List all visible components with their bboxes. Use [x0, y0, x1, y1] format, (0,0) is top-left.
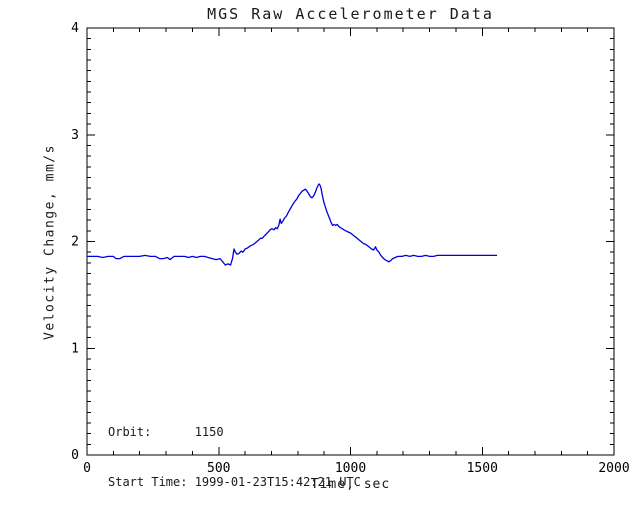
- y-tick-label: 0: [71, 448, 79, 463]
- data-line: [87, 183, 497, 266]
- x-tick-label: 0: [83, 461, 91, 476]
- y-tick-label: 4: [71, 21, 79, 36]
- y-tick-label: 1: [71, 341, 79, 356]
- y-tick-label: 3: [71, 128, 79, 143]
- x-tick-label: 500: [207, 461, 230, 476]
- annotation-orbit: Orbit: 1150: [108, 425, 224, 439]
- y-tick-label: 2: [71, 235, 79, 250]
- x-tick-label: 2000: [598, 461, 629, 476]
- x-tick-label: 1500: [467, 461, 498, 476]
- chart-title: MGS Raw Accelerometer Data: [207, 5, 494, 23]
- x-tick-label: 1000: [335, 461, 366, 476]
- annotations-block: Orbit: 1150 Start Time: 1999-01-23T15:42…: [108, 391, 361, 512]
- annotation-start-time: Start Time: 1999-01-23T15:42:21 UTC: [108, 474, 361, 489]
- y-axis-label: Velocity Change, mm/s: [42, 144, 58, 340]
- x-axis-label: Time, sec: [310, 477, 391, 492]
